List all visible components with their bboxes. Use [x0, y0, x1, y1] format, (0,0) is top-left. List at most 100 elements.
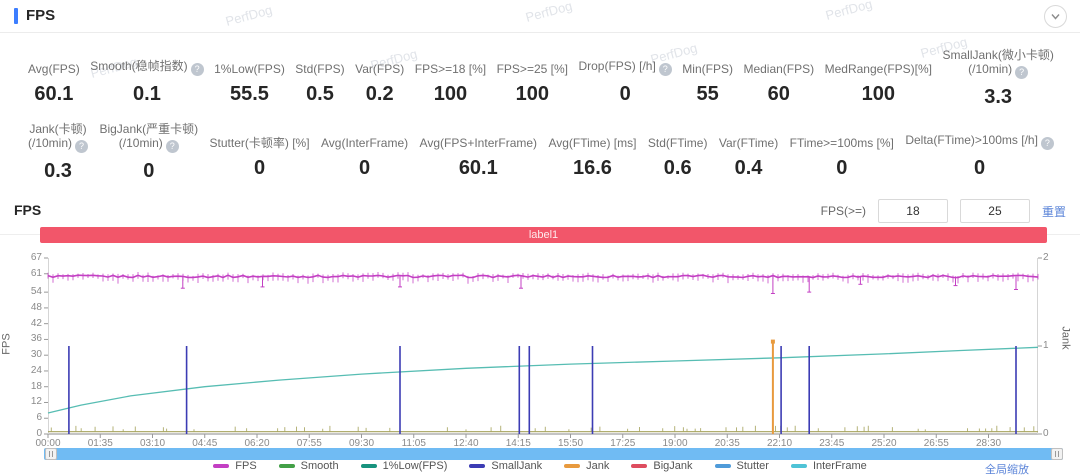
stat-value: 0.6 — [663, 157, 692, 179]
x-axis-tick: 06:20 — [244, 438, 270, 449]
stat-label-line1: Avg(FPS) — [28, 62, 80, 76]
y-left-tick: 0 — [36, 428, 42, 439]
stat-value: 0 — [358, 157, 371, 179]
stat-avg-interframe: Avg(InterFrame) 0 — [321, 122, 408, 183]
legend-label: FPS — [235, 460, 257, 472]
x-axis-tick: 15:50 — [557, 438, 584, 449]
stat-label-line2: (/10min) — [28, 136, 73, 150]
stat-std-ftime: Std(FTime) 0.6 — [648, 122, 708, 183]
legend-label: 1%Low(FPS) — [382, 460, 448, 472]
stat-avg-ftime-ms: Avg(FTime) [ms] 16.6 — [548, 122, 636, 183]
x-axis-tick: 03:10 — [139, 438, 166, 449]
stat-value: 0.2 — [365, 83, 394, 105]
stat-label: Avg(FPS) — [28, 48, 80, 76]
help-icon[interactable]: ? — [165, 140, 179, 153]
stat-std-fps: Std(FPS) 0.5 — [295, 48, 344, 109]
y-left-tick: 54 — [30, 286, 42, 298]
stat-value: 55.5 — [230, 83, 269, 105]
stat-label-line1: Var(FPS) — [355, 62, 405, 76]
stats-row-2: Jank(卡顿) (/10min)? 0.3 BigJank(严重卡顿) (/10min… — [0, 122, 1080, 183]
legend-item-stutter[interactable]: Stutter — [714, 460, 769, 472]
stat-delta-ftime-100ms-h: Delta(FTime)>100ms [/h]? 0 — [905, 122, 1054, 183]
global-zoom-link[interactable]: 全局缩放 — [985, 464, 1029, 475]
stat-label-line1: Avg(FTime) [ms] — [548, 136, 637, 150]
stat-ftime-100ms: FTime>=100ms [%] 0 — [790, 122, 894, 183]
y-left-tick: 61 — [30, 267, 42, 279]
help-icon[interactable]: ? — [75, 140, 89, 153]
stat-label: SmallJank(微小卡顿) (/10min)? — [942, 48, 1054, 79]
chart-section-title: FPS — [14, 202, 42, 218]
reset-link[interactable]: 重置 — [1041, 204, 1066, 219]
stat-value: 100 — [515, 83, 549, 105]
legend-item-1-low-fps[interactable]: 1%Low(FPS) — [360, 460, 448, 472]
fps-chart-plot[interactable] — [44, 257, 1042, 438]
legend-item-fps[interactable]: FPS — [213, 460, 257, 472]
chart-footer: FPS Smooth 1%Low(FPS) SmallJank Jank BigJank S… — [0, 460, 1080, 475]
chart-label-text: label1 — [528, 229, 559, 241]
legend-item-bigjank[interactable]: BigJank — [631, 460, 693, 472]
stat-value: 0 — [253, 157, 266, 179]
x-axis-tick: 22:10 — [766, 438, 793, 449]
stat-label: Min(FPS) — [682, 48, 733, 76]
stat-label: FPS>=18 [%] — [415, 48, 486, 76]
stat-label-line1: Stutter(卡顿率) [%] — [209, 136, 310, 150]
legend-item-interframe[interactable]: InterFrame — [790, 460, 867, 472]
collapse-button[interactable] — [1044, 5, 1067, 28]
x-axis-tick: 23:45 — [819, 438, 845, 449]
stat-smooth: Smooth(稳帧指数)? 0.1 — [90, 48, 204, 109]
x-axis-tick: 14:15 — [505, 438, 531, 449]
stat-medrange-fps: MedRange(FPS)[%] 100 — [825, 48, 932, 109]
stat-label-line2: (/10min) — [968, 62, 1013, 76]
help-icon[interactable]: ? — [658, 63, 672, 76]
panel-header: FPS — [0, 0, 1080, 33]
stat-smalljank: SmallJank(微小卡顿) (/10min)? 3.3 — [942, 48, 1053, 109]
chart-zoom-scrollbar[interactable] — [44, 448, 1063, 460]
stat-label-line2: (/10min) — [118, 136, 163, 150]
fps-threshold-input-1[interactable] — [877, 199, 948, 223]
x-axis-tick: 25:20 — [871, 438, 897, 449]
help-icon[interactable]: ? — [1015, 66, 1029, 79]
y-left-tick: 67 — [30, 252, 42, 263]
stat-value: 0 — [836, 157, 848, 179]
stat-label: Delta(FTime)>100ms [/h]? — [905, 122, 1054, 150]
fps-threshold-input-2[interactable] — [959, 199, 1030, 223]
stats-row-1: Avg(FPS) 60.1 Smooth(稳帧指数)? 0.1 1%Low(FPS) 55… — [0, 48, 1080, 109]
stat-label-line1: Drop(FPS) [/h] — [578, 59, 656, 73]
y-right-tick: 2 — [1043, 252, 1049, 263]
x-axis-tick: 09:30 — [348, 438, 375, 449]
stat-label-line1: FPS>=18 [%] — [414, 62, 487, 76]
y-left-tick: 30 — [30, 349, 42, 361]
stat-label: 1%Low(FPS) — [214, 48, 285, 76]
y-left-tick: 24 — [30, 364, 42, 376]
stat-value: 0.1 — [133, 83, 161, 105]
stat-avg-fps: Avg(FPS) 60.1 — [28, 48, 80, 109]
stat-label-line1: FTime>=100ms [%] — [789, 136, 894, 150]
stat-label-line1: Smooth(稳帧指数) — [90, 59, 188, 73]
stat-1-low-fps: 1%Low(FPS) 55.5 — [214, 48, 285, 109]
x-axis-tick: 00:00 — [35, 438, 61, 449]
legend-item-jank[interactable]: Jank — [564, 460, 609, 472]
legend-item-smalljank[interactable]: SmallJank — [469, 460, 542, 472]
stat-label: Smooth(稳帧指数)? — [90, 48, 204, 76]
legend-swatch-icon — [278, 464, 295, 468]
help-icon[interactable]: ? — [1040, 137, 1054, 150]
legend-swatch-icon — [631, 464, 648, 468]
stat-var-ftime: Var(FTime) 0.4 — [719, 122, 778, 183]
legend-swatch-icon — [469, 464, 486, 468]
stat-fps-25: FPS>=25 [%] 100 — [497, 48, 568, 109]
zoom-handle-left[interactable] — [45, 448, 57, 460]
stat-label-line1: Avg(InterFrame) — [320, 136, 409, 150]
stat-label: Stutter(卡顿率) [%] — [210, 122, 310, 150]
stat-label-line1: 1%Low(FPS) — [214, 62, 285, 76]
legend-item-smooth[interactable]: Smooth — [278, 460, 339, 472]
stat-median-fps: Median(FPS) 60 — [743, 48, 814, 109]
legend-label: Smooth — [300, 460, 339, 472]
legend-label: InterFrame — [812, 460, 867, 472]
stat-drop-fps-h: Drop(FPS) [/h]? 0 — [578, 48, 672, 109]
zoom-handle-right[interactable] — [1051, 448, 1063, 460]
help-icon[interactable]: ? — [190, 63, 204, 76]
y-left-tick: 42 — [30, 317, 42, 329]
stat-label: Std(FPS) — [295, 48, 344, 76]
stat-label-line1: Jank(卡顿) — [29, 122, 87, 136]
